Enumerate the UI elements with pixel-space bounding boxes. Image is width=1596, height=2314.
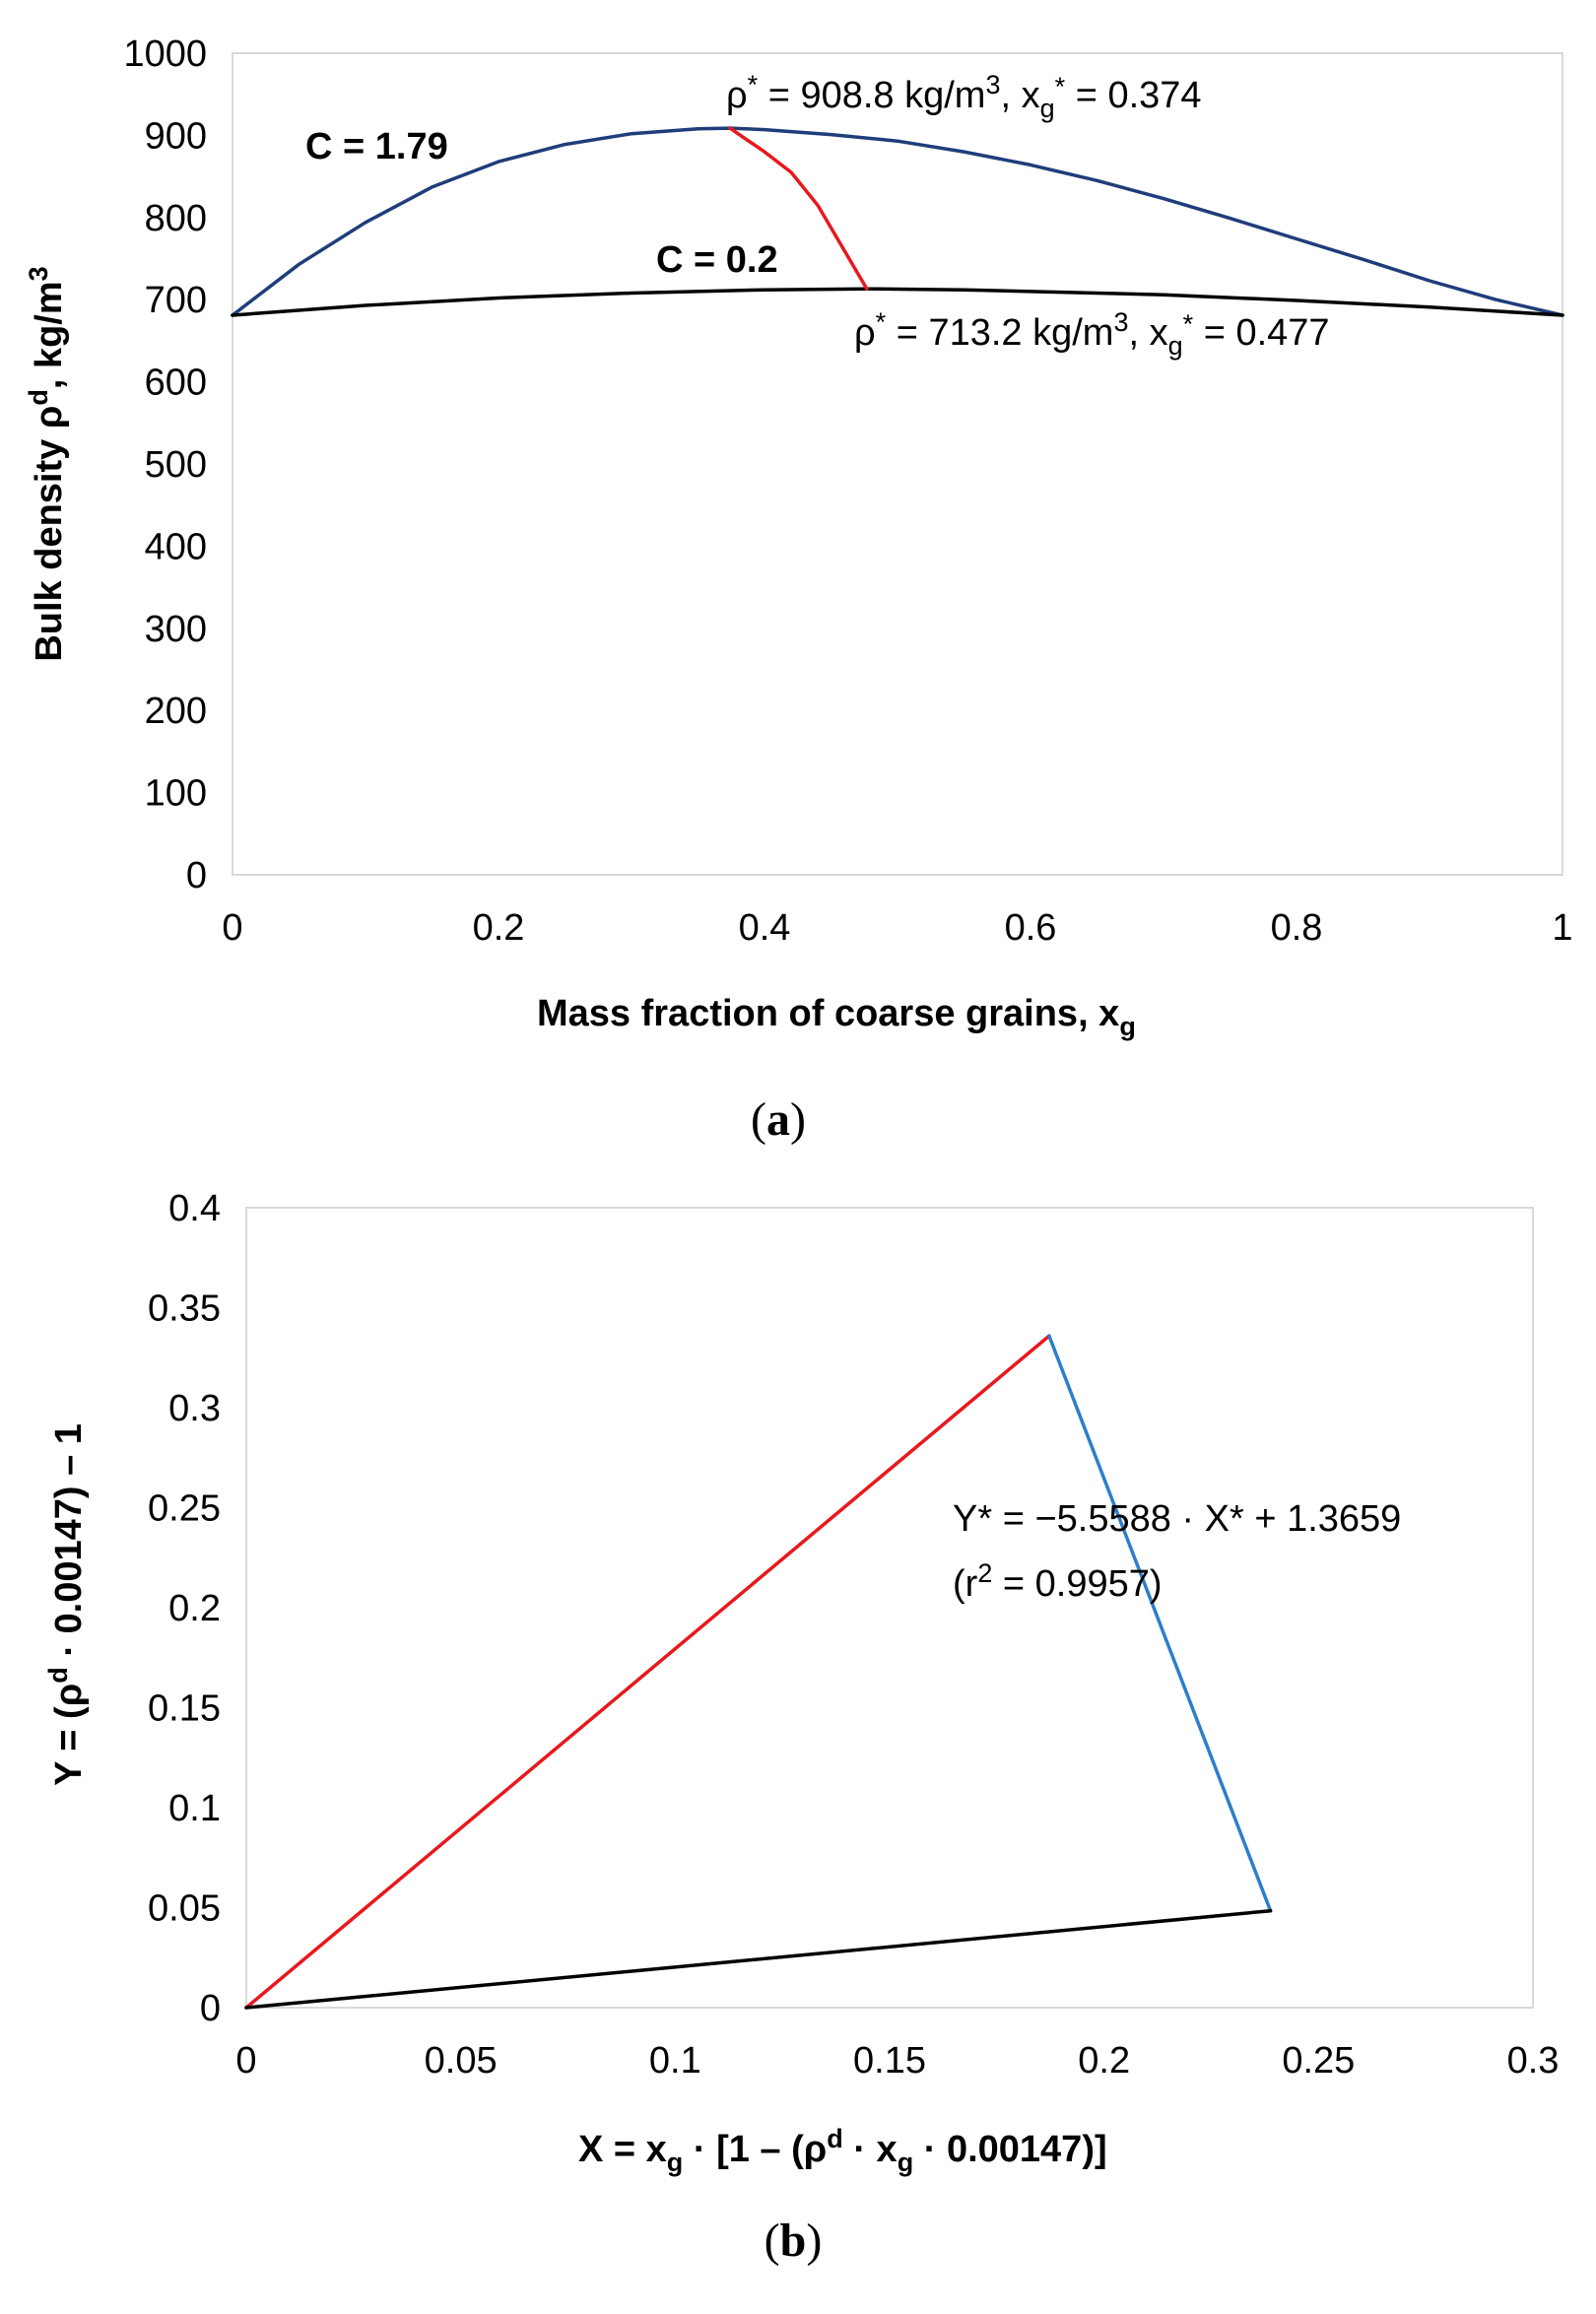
chart-a-y-ticks: 0 100 200 300 400 500 600 700 800 900 1000	[123, 33, 207, 896]
chart-b-x-tick-label: 0.25	[1282, 2040, 1355, 2082]
chart-b: 0 0.05 0.1 0.15 0.2 0.25 0.3 0.35 0.4 0 0.05 0.1 0.…	[43, 1188, 1559, 2267]
chart-b-x-tick-label: 0	[235, 2040, 256, 2082]
chart-b-series	[244, 1334, 1273, 2010]
chart-a-y-tick-label: 300	[145, 609, 207, 650]
panel-label-b: (b)	[765, 2215, 823, 2267]
chart-a-y-tick-label: 900	[145, 115, 207, 157]
chart-a-series-c-0-2	[231, 287, 1564, 317]
chart-a-y-tick-label: 700	[145, 280, 207, 321]
chart-b-x-tick-label: 0.15	[853, 2040, 926, 2082]
max-annotation-c-1-79: ρ* = 908.8 kg/m3, xg* = 0.374	[726, 70, 1202, 123]
chart-b-y-ticks: 0 0.05 0.1 0.15 0.2 0.25 0.3 0.35 0.4	[148, 1188, 221, 2029]
chart-a-y-tick-label: 400	[145, 526, 207, 567]
chart-b-series-red-line	[244, 1334, 1051, 2010]
chart-b-x-tick-label: 0.1	[649, 2040, 701, 2082]
chart-b-x-tick-label: 0.05	[425, 2040, 498, 2082]
chart-a-series-c-1-79	[231, 126, 1564, 317]
chart-b-series-blue-line	[1047, 1334, 1273, 1913]
chart-a-series	[231, 126, 1564, 317]
chart-b-y-tick-label: 0	[200, 1988, 221, 2029]
chart-a-y-tick-label: 100	[145, 773, 207, 815]
chart-a-x-tick-label: 0.4	[739, 907, 791, 949]
chart-a-x-tick-label: 0.8	[1271, 907, 1323, 949]
chart-a-y-tick-label: 600	[145, 363, 207, 404]
chart-b-y-tick-label: 0.35	[148, 1289, 221, 1330]
chart-b-x-ticks: 0 0.05 0.1 0.15 0.2 0.25 0.3	[235, 2040, 1559, 2082]
chart-a-y-tick-label: 500	[145, 444, 207, 486]
chart-a-x-axis-label: Mass fraction of coarse grains, xg	[537, 993, 1136, 1041]
chart-a-x-tick-label: 0.6	[1005, 907, 1057, 949]
chart-b-y-tick-label: 0.05	[148, 1888, 221, 1930]
regression-r-squared: (r2 = 0.9957)	[953, 1558, 1163, 1605]
panel-label-a: (a)	[751, 1093, 806, 1146]
chart-b-y-axis-label: Y = (ρd · 0.00147) – 1	[43, 1423, 90, 1786]
chart-b-plot-frame	[245, 1207, 1534, 2009]
label-c-1-79: C = 1.79	[305, 126, 448, 167]
chart-a-y-axis-label: Bulk density ρd, kg/m3	[24, 266, 70, 661]
chart-b-y-tick-label: 0.3	[168, 1388, 221, 1429]
chart-a-y-tick-label: 800	[145, 198, 207, 239]
chart-b-y-tick-label: 0.15	[148, 1688, 221, 1730]
chart-a-y-tick-label: 200	[145, 691, 207, 732]
chart-b-x-tick-label: 0.3	[1507, 2040, 1560, 2082]
chart-a-x-tick-label: 0.2	[473, 907, 525, 949]
chart-a-y-tick-label: 1000	[123, 33, 207, 75]
chart-b-y-tick-label: 0.2	[168, 1588, 221, 1629]
chart-a-x-tick-label: 1	[1552, 907, 1572, 949]
chart-b-x-tick-label: 0.2	[1078, 2040, 1130, 2082]
chart-a-series-locus-of-maxima	[728, 126, 869, 291]
chart-b-series-black-line	[244, 1908, 1273, 2010]
chart-b-y-tick-label: 0.1	[168, 1788, 221, 1829]
chart-a-plot-frame	[232, 52, 1563, 876]
chart-b-y-tick-label: 0.4	[168, 1188, 221, 1229]
max-annotation-c-0-2: ρ* = 713.2 kg/m3, xg* = 0.477	[854, 307, 1330, 361]
chart-a-x-ticks: 0 0.2 0.4 0.6 0.8 1	[222, 907, 1572, 949]
chart-b-x-axis-label: X = xg · [1 – (ρd · xg · 0.00147)]	[578, 2124, 1107, 2177]
chart-a-x-tick-label: 0	[222, 907, 242, 949]
label-c-0-2: C = 0.2	[656, 239, 778, 281]
chart-b-y-tick-label: 0.25	[148, 1488, 221, 1530]
chart-a-y-tick-label: 0	[186, 855, 207, 896]
regression-equation: Y* = −5.5588 · X* + 1.3659	[953, 1498, 1401, 1540]
chart-a: 0 100 200 300 400 500 600 700 800 900 1000 0 0.2 0.4…	[24, 33, 1573, 1146]
